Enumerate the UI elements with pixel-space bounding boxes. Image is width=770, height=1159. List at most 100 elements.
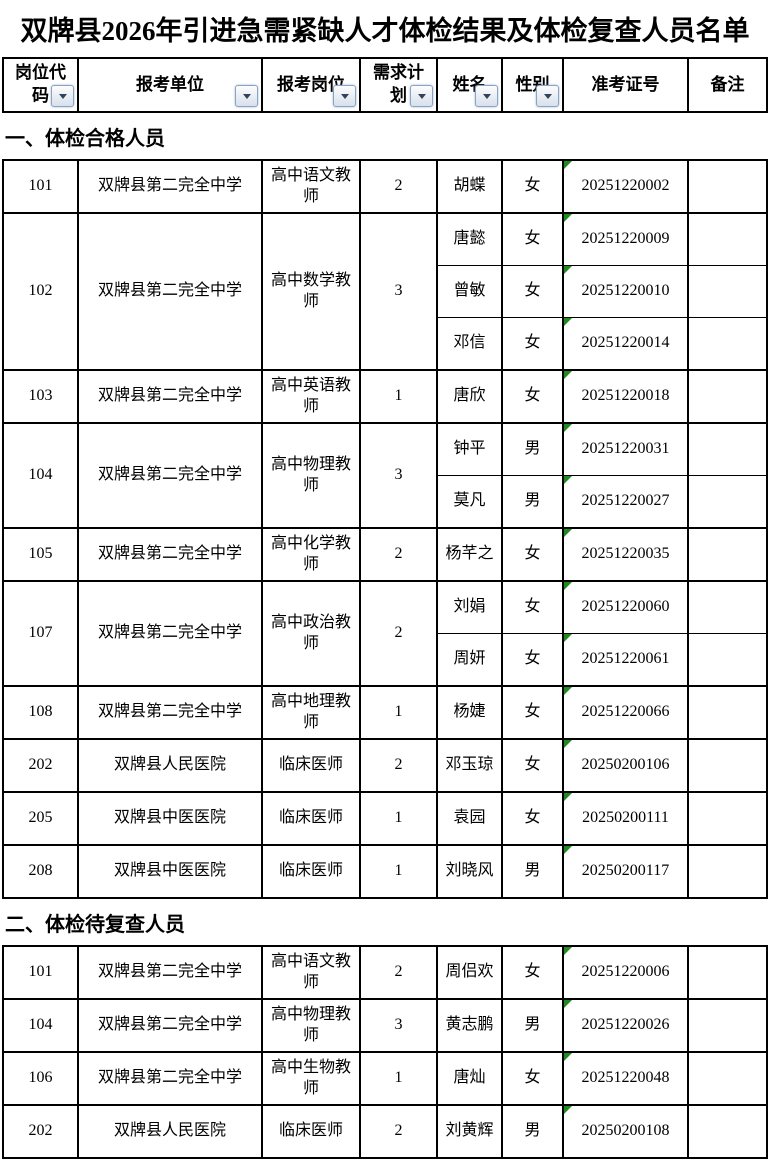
cell-unit: 双牌县第二完全中学 — [77, 527, 263, 582]
cell-remark — [687, 580, 768, 634]
column-header-remark: 备注 — [687, 57, 768, 113]
cell-job-code: 202 — [2, 1104, 79, 1159]
cell-name: 邓信 — [436, 317, 503, 371]
cell-gender: 女 — [501, 369, 564, 424]
cell-plan: 3 — [359, 422, 438, 529]
cell-plan: 2 — [359, 159, 438, 214]
filter-dropdown-button-unit[interactable] — [235, 85, 258, 107]
table-row: 104 双牌县第二完全中学 高中物理教师 3 钟平男 20251220031 — [2, 422, 768, 529]
cell-gender: 女 — [501, 685, 564, 740]
cell-position: 临床医师 — [261, 791, 361, 846]
cell-job-code: 104 — [2, 998, 79, 1053]
table-row: 102 双牌县第二完全中学 高中数学教师 3 唐懿女 20251220009 — [2, 212, 768, 371]
table-row: 202 双牌县人民医院 临床医师 2 邓玉琼女 20250200106 — [2, 738, 768, 793]
cell-remark — [687, 369, 768, 424]
stored-as-text-indicator-icon — [565, 688, 572, 695]
cell-position: 临床医师 — [261, 844, 361, 899]
cell-unit: 双牌县人民医院 — [77, 1104, 263, 1159]
header-table: 岗位代码 报考单位 报考岗位 需求计划 姓名 性别 准考证号 备注 — [2, 57, 768, 113]
cell-ticket: 20250200106 — [562, 738, 689, 793]
cell-plan: 1 — [359, 685, 438, 740]
stored-as-text-indicator-icon — [565, 424, 572, 432]
filter-dropdown-button-plan[interactable] — [410, 85, 433, 107]
cell-name: 胡蝶 — [436, 159, 503, 214]
cell-remark — [687, 475, 768, 529]
cell-position: 高中生物教师 — [261, 1051, 361, 1106]
cell-gender: 女 — [501, 945, 564, 1000]
cell-unit: 双牌县第二完全中学 — [77, 685, 263, 740]
page-title: 双牌县2026年引进急需紧缺人才体检结果及体检复查人员名单 — [20, 16, 750, 46]
cell-unit: 双牌县第二完全中学 — [77, 369, 263, 424]
ticket-number: 20251220018 — [581, 387, 670, 405]
ticket-number: 20251220010 — [581, 282, 670, 300]
cell-position: 高中数学教师 — [261, 212, 361, 371]
sections-container: 一、体检合格人员 101 双牌县第二完全中学 高中语文教师 2 胡蝶女 2025122000… — [0, 113, 770, 1159]
cell-plan: 2 — [359, 945, 438, 1000]
column-header-label: 岗位代码 — [15, 63, 66, 105]
ticket-number: 20251220027 — [581, 492, 670, 510]
chevron-down-icon — [543, 94, 552, 99]
chevron-down-icon — [417, 94, 426, 99]
cell-plan: 2 — [359, 580, 438, 687]
column-header-label: 报考单位 — [136, 74, 204, 94]
cell-gender: 女 — [501, 580, 564, 634]
cell-position: 高中地理教师 — [261, 685, 361, 740]
cell-gender: 男 — [501, 998, 564, 1053]
cell-ticket: 20251220027 — [562, 475, 689, 529]
cell-position: 高中语文教师 — [261, 945, 361, 1000]
table-row: 105 双牌县第二完全中学 高中化学教师 2 杨芊之女 20251220035 — [2, 527, 768, 582]
stored-as-text-indicator-icon — [565, 1054, 572, 1061]
cell-position: 高中英语教师 — [261, 369, 361, 424]
table-row: 邓信女 20251220014 — [3, 317, 768, 371]
cell-unit: 双牌县第二完全中学 — [77, 159, 263, 214]
ticket-number: 20251220035 — [581, 545, 670, 563]
cell-position: 临床医师 — [261, 1104, 361, 1159]
cell-name: 莫凡 — [436, 475, 503, 529]
cell-gender: 男 — [501, 422, 564, 476]
table-row: 103 双牌县第二完全中学 高中英语教师 1 唐欣女 20251220018 — [2, 369, 768, 424]
cell-name: 刘晓风 — [436, 844, 503, 899]
cell-plan: 1 — [359, 791, 438, 846]
cell-gender: 女 — [501, 527, 564, 582]
column-header-plan: 需求计划 — [359, 57, 438, 113]
stored-as-text-indicator-icon — [565, 530, 572, 537]
cell-job-code: 106 — [2, 1051, 79, 1106]
cell-gender: 男 — [501, 1104, 564, 1159]
data-table-section-2: 101 双牌县第二完全中学 高中语文教师 2 周侣欢女 20251220006 104 双牌县… — [2, 945, 768, 1159]
table-row: 曾敏女 20251220010 — [3, 265, 768, 318]
cell-remark — [687, 633, 768, 687]
filter-dropdown-button-position[interactable] — [333, 85, 356, 107]
cell-unit: 双牌县中医医院 — [77, 844, 263, 899]
filter-dropdown-button-name[interactable] — [475, 85, 498, 107]
cell-unit: 双牌县第二完全中学 — [77, 580, 263, 687]
table-row: 101 双牌县第二完全中学 高中语文教师 2 胡蝶女 20251220002 — [2, 159, 768, 214]
cell-remark — [687, 844, 768, 899]
cell-job-code: 202 — [2, 738, 79, 793]
section-label-1: 一、体检合格人员 — [5, 127, 165, 150]
cell-remark — [687, 738, 768, 793]
filter-dropdown-button-gender[interactable] — [536, 85, 559, 107]
cell-name: 袁园 — [436, 791, 503, 846]
ticket-number: 20251220006 — [581, 963, 670, 981]
cell-job-code: 102 — [2, 212, 79, 371]
cell-unit: 双牌县第二完全中学 — [77, 212, 263, 371]
ticket-number: 20251220026 — [581, 1016, 670, 1034]
cell-name: 刘娟 — [436, 580, 503, 634]
cell-remark — [687, 945, 768, 1000]
filter-dropdown-button-job-code[interactable] — [51, 85, 74, 107]
cell-name: 黄志鹏 — [436, 998, 503, 1053]
cell-gender: 男 — [501, 475, 564, 529]
stored-as-text-indicator-icon — [565, 476, 572, 484]
cell-ticket: 20251220031 — [562, 422, 689, 476]
cell-name: 杨婕 — [436, 685, 503, 740]
ticket-number: 20251220066 — [581, 703, 670, 721]
cell-plan: 1 — [359, 369, 438, 424]
ticket-number: 20251220031 — [581, 440, 670, 458]
cell-job-code: 108 — [2, 685, 79, 740]
cell-gender: 男 — [501, 844, 564, 899]
stored-as-text-indicator-icon — [565, 1001, 572, 1008]
cell-name: 唐欣 — [436, 369, 503, 424]
header-row: 岗位代码 报考单位 报考岗位 需求计划 姓名 性别 准考证号 备注 — [2, 57, 768, 113]
cell-job-code: 105 — [2, 527, 79, 582]
